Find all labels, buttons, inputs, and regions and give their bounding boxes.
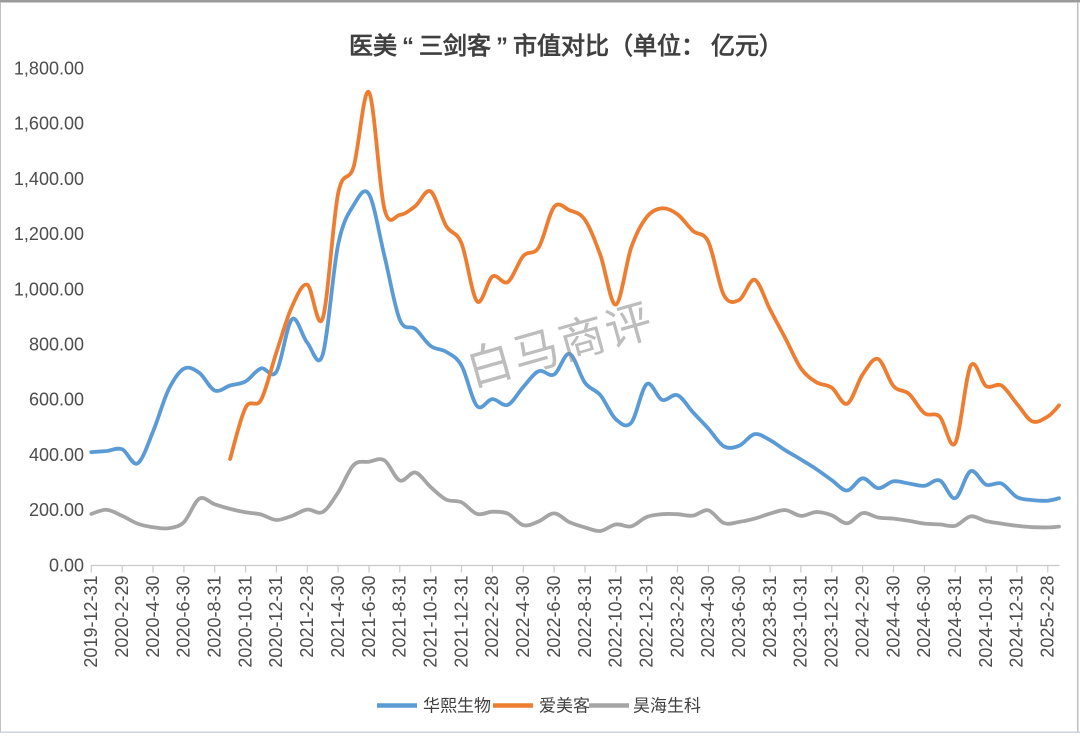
svg-text:2024-2-29: 2024-2-29 [852,576,872,658]
svg-text:2020-12-31: 2020-12-31 [266,576,286,668]
svg-text:1,600.00: 1,600.00 [14,114,84,134]
svg-text:2021-10-31: 2021-10-31 [421,576,441,668]
svg-text:2020-10-31: 2020-10-31 [235,576,255,668]
svg-text:2023-8-31: 2023-8-31 [760,576,780,658]
svg-text:2021-12-31: 2021-12-31 [451,576,471,668]
svg-text:2020-2-29: 2020-2-29 [112,576,132,658]
svg-text:2022-8-31: 2022-8-31 [575,576,595,658]
svg-text:2021-8-31: 2021-8-31 [390,576,410,658]
svg-text:2021-2-28: 2021-2-28 [297,576,317,658]
svg-text:2024-10-31: 2024-10-31 [976,576,996,668]
svg-text:2022-2-28: 2022-2-28 [482,576,502,658]
svg-text:2022-4-30: 2022-4-30 [513,576,533,658]
svg-text:2024-4-30: 2024-4-30 [883,576,903,658]
svg-text:2022-10-31: 2022-10-31 [606,576,626,668]
svg-text:600.00: 600.00 [29,390,84,410]
svg-text:2023-2-28: 2023-2-28 [667,576,687,658]
svg-text:2021-6-30: 2021-6-30 [359,576,379,658]
svg-text:2022-12-31: 2022-12-31 [637,576,657,668]
svg-text:2022-6-30: 2022-6-30 [544,576,564,658]
svg-text:2020-4-30: 2020-4-30 [143,576,163,658]
svg-text:1,400.00: 1,400.00 [14,169,84,189]
svg-text:2023-4-30: 2023-4-30 [698,576,718,658]
svg-text:爱美客: 爱美客 [539,697,590,716]
svg-text:2025-2-28: 2025-2-28 [1038,576,1058,658]
svg-text:1,000.00: 1,000.00 [14,279,84,299]
svg-text:2024-6-30: 2024-6-30 [914,576,934,658]
svg-text:0.00: 0.00 [49,555,84,575]
svg-text:400.00: 400.00 [29,445,84,465]
svg-text:200.00: 200.00 [29,500,84,520]
svg-text:1,200.00: 1,200.00 [14,224,84,244]
svg-text:2023-12-31: 2023-12-31 [822,576,842,668]
svg-text:2019-12-31: 2019-12-31 [81,576,101,668]
svg-text:2023-10-31: 2023-10-31 [791,576,811,668]
svg-text:2021-4-30: 2021-4-30 [328,576,348,658]
svg-text:2020-6-30: 2020-6-30 [174,576,194,658]
svg-text:2023-6-30: 2023-6-30 [729,576,749,658]
svg-text:昊海生科: 昊海生科 [633,697,701,716]
svg-text:医美“三剑客”市值对比（单位：亿元）: 医美 “三剑客” 市值对比（单位： 亿元） [349,32,783,60]
svg-text:华熙生物: 华熙生物 [423,697,491,716]
svg-text:800.00: 800.00 [29,335,84,355]
svg-text:2024-12-31: 2024-12-31 [1007,576,1027,668]
svg-text:2024-8-31: 2024-8-31 [945,576,965,658]
svg-text:1,800.00: 1,800.00 [14,58,84,78]
svg-text:2020-8-31: 2020-8-31 [205,576,225,658]
